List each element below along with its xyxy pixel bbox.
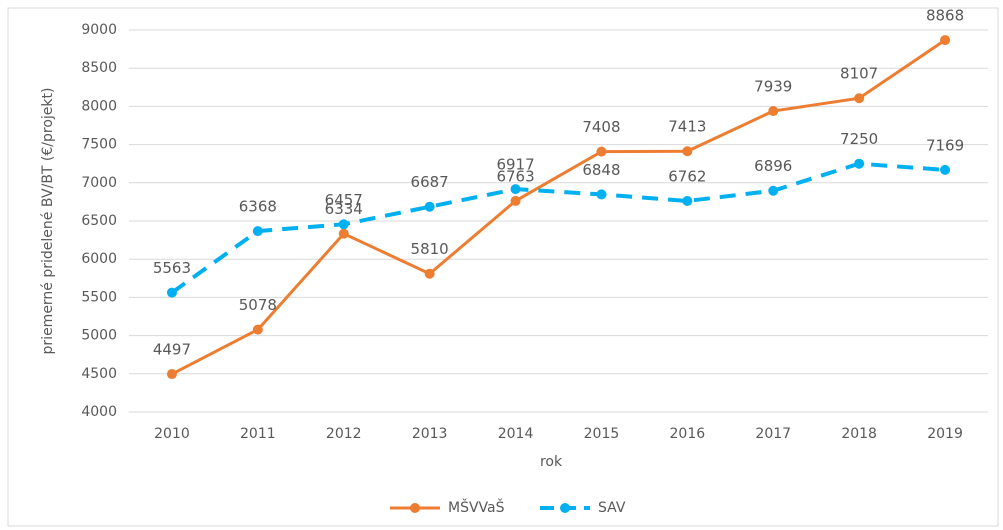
x-tick-label: 2015 [584, 426, 620, 442]
data-point [510, 195, 521, 206]
data-point [424, 201, 435, 212]
data-point [596, 146, 607, 157]
data-point [854, 93, 865, 104]
data-label: 6896 [754, 157, 792, 175]
y-tick-label: 4000 [81, 404, 117, 420]
data-point [854, 158, 865, 169]
data-point [166, 369, 177, 380]
data-label: 6457 [325, 191, 363, 209]
data-label: 5810 [411, 240, 449, 258]
y-tick-label: 8000 [81, 98, 117, 114]
legend-label: SAV [598, 500, 626, 516]
x-tick-label: 2010 [154, 426, 190, 442]
data-label: 6763 [496, 167, 534, 185]
y-tick-label: 6500 [81, 213, 117, 229]
data-point [510, 184, 521, 195]
data-label: 6687 [411, 173, 449, 191]
data-label: 6334 [325, 200, 363, 218]
data-point [682, 146, 693, 157]
data-label: 7250 [840, 130, 878, 148]
data-point [338, 219, 349, 230]
data-label: 7413 [668, 118, 706, 136]
data-point [252, 226, 263, 237]
data-point [768, 106, 779, 117]
y-axis-label: priemerné pridelené BV/BT (€/projekt) [40, 88, 56, 355]
x-tick-label: 2014 [498, 426, 534, 442]
data-point [252, 324, 263, 335]
y-tick-label: 7000 [81, 175, 117, 191]
data-label: 6917 [496, 156, 534, 174]
x-tick-label: 2018 [841, 426, 877, 442]
x-tick-label: 2011 [240, 426, 276, 442]
y-tick-label: 7500 [81, 137, 117, 153]
data-label: 8868 [926, 7, 964, 25]
y-tick-label: 4500 [81, 366, 117, 382]
data-point [596, 189, 607, 200]
data-label: 5078 [239, 296, 277, 314]
data-point [682, 195, 693, 206]
data-point [940, 164, 951, 175]
data-label: 5563 [153, 259, 191, 277]
chart-border [7, 7, 999, 527]
x-tick-label: 2019 [927, 426, 963, 442]
data-label: 4497 [153, 341, 191, 359]
data-point [166, 287, 177, 298]
y-tick-label: 9000 [81, 22, 117, 38]
data-label: 7169 [926, 136, 964, 154]
x-tick-label: 2016 [670, 426, 706, 442]
legend-marker [410, 503, 420, 513]
data-point [940, 35, 951, 46]
series-line [171, 38, 946, 376]
x-tick-label: 2012 [326, 426, 362, 442]
y-tick-label: 6000 [81, 251, 117, 267]
x-tick-label: 2017 [755, 426, 791, 442]
legend-marker [560, 503, 570, 513]
y-tick-label: 5000 [81, 328, 117, 344]
data-point [768, 185, 779, 196]
data-label: 6848 [582, 161, 620, 179]
data-label: 7939 [754, 78, 792, 96]
data-label: 6368 [239, 198, 277, 216]
y-tick-label: 5500 [81, 289, 117, 305]
data-label: 6762 [668, 167, 706, 185]
x-axis-label: rok [540, 454, 563, 470]
data-label: 7408 [582, 118, 620, 136]
data-label: 8107 [840, 65, 878, 83]
legend-label: MŠVVaŠ [448, 498, 505, 516]
data-point [424, 268, 435, 279]
x-tick-label: 2013 [412, 426, 448, 442]
y-tick-label: 8500 [81, 60, 117, 76]
data-point [338, 228, 349, 239]
